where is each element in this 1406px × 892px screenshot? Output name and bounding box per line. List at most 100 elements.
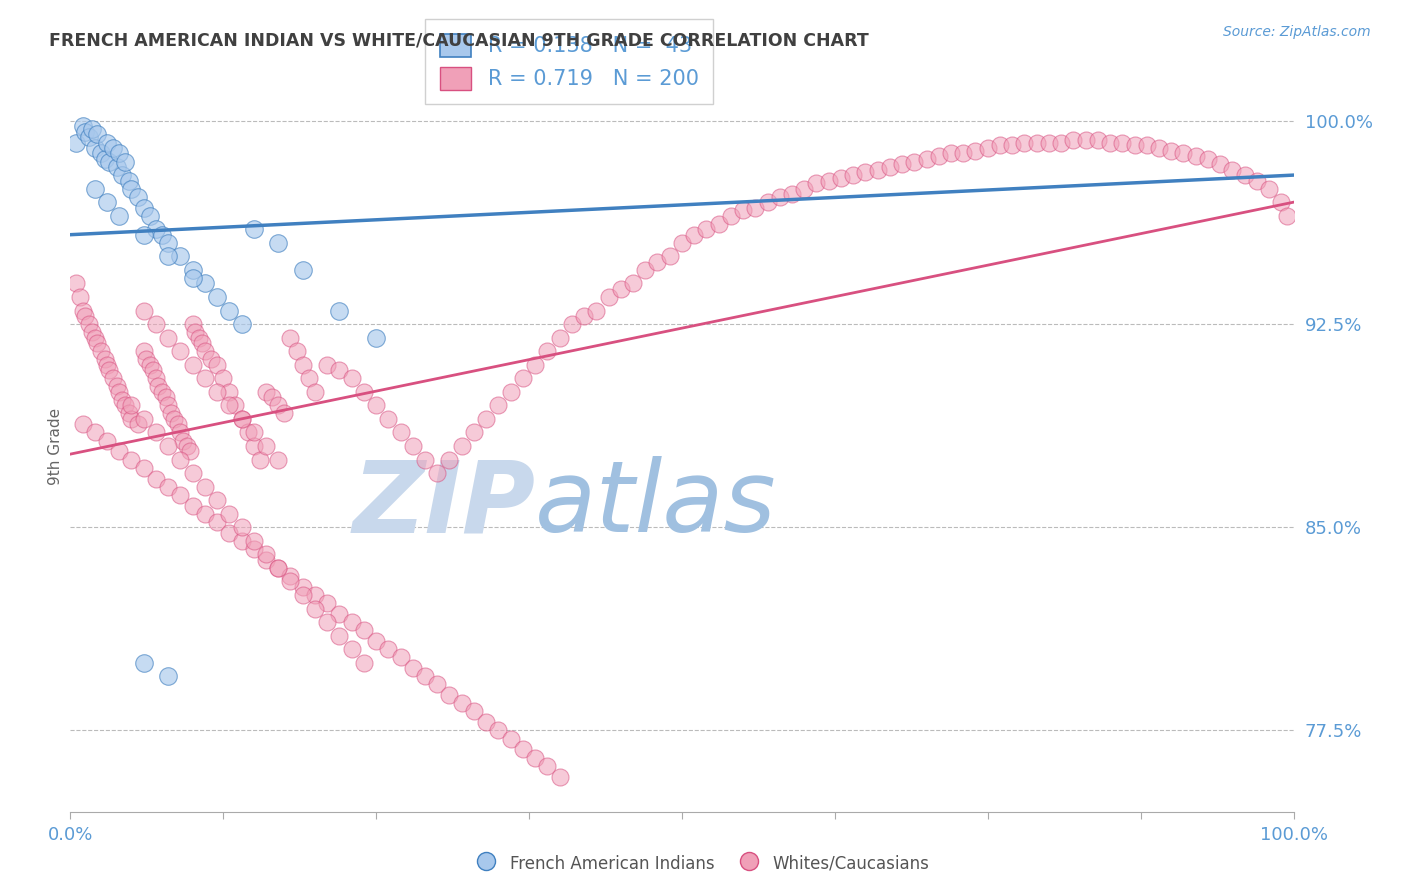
Point [1014,136,1036,150]
Point [157,249,180,263]
Point [769,190,792,204]
Point [205,290,228,304]
Point [200,352,222,367]
Point [475,412,498,426]
Point [316,358,339,372]
Point [353,656,375,670]
Point [157,439,180,453]
Point [744,201,766,215]
Point [366,398,388,412]
Point [1270,195,1292,210]
Point [150,227,173,242]
Point [236,425,259,440]
Point [1074,133,1097,147]
Point [65,277,87,291]
Point [121,398,143,412]
Point [353,384,375,399]
Point [86,336,108,351]
Point [82,122,104,136]
Point [93,152,115,166]
Point [205,493,228,508]
Point [267,561,290,575]
Point [127,417,149,432]
Point [1050,136,1073,150]
Point [172,434,194,448]
Point [413,452,436,467]
Point [830,170,852,185]
Point [340,615,363,629]
Point [243,533,266,548]
Point [273,407,295,421]
Point [499,731,522,746]
Point [181,358,204,372]
Point [111,392,134,407]
Point [733,203,755,218]
Point [163,412,186,426]
Point [915,152,938,166]
Point [267,452,290,467]
Point [855,165,877,179]
Point [439,452,461,467]
Point [499,384,522,399]
Point [1184,149,1206,163]
Point [1220,162,1243,177]
Point [169,452,191,467]
Point [254,547,277,561]
Point [377,642,399,657]
Point [98,154,121,169]
Point [475,715,498,730]
Point [96,358,118,372]
Point [402,661,425,675]
Point [707,217,730,231]
Point [328,363,350,377]
Legend: French American Indians, Whites/Caucasians: French American Indians, Whites/Caucasia… [470,847,936,880]
Point [73,125,96,139]
Point [77,130,100,145]
Point [866,162,889,177]
Point [1062,133,1084,147]
Point [1197,152,1219,166]
Point [90,146,112,161]
Point [139,209,162,223]
Point [280,569,302,583]
Point [231,520,253,534]
Point [756,195,779,210]
Point [243,425,266,440]
Point [159,407,181,421]
Point [377,412,399,426]
Point [891,157,914,171]
Point [1136,138,1159,153]
Point [328,629,350,643]
Point [1087,133,1109,147]
Point [512,371,534,385]
Point [169,249,191,263]
Point [150,384,173,399]
Point [291,588,314,602]
Point [304,601,326,615]
Point [572,309,595,323]
Point [548,331,571,345]
Point [671,235,693,250]
Point [179,444,201,458]
Point [298,371,321,385]
Point [249,452,271,467]
Point [155,390,177,404]
Point [610,282,633,296]
Point [132,412,155,426]
Point [167,417,190,432]
Point [304,384,326,399]
Point [780,187,803,202]
Point [194,507,217,521]
Point [86,128,108,142]
Point [218,384,240,399]
Point [148,379,170,393]
Point [536,344,558,359]
Point [96,136,118,150]
Point [1209,157,1232,171]
Point [793,181,815,195]
Point [98,363,121,377]
Point [194,344,217,359]
Point [181,271,204,285]
Point [340,642,363,657]
Point [842,168,865,182]
